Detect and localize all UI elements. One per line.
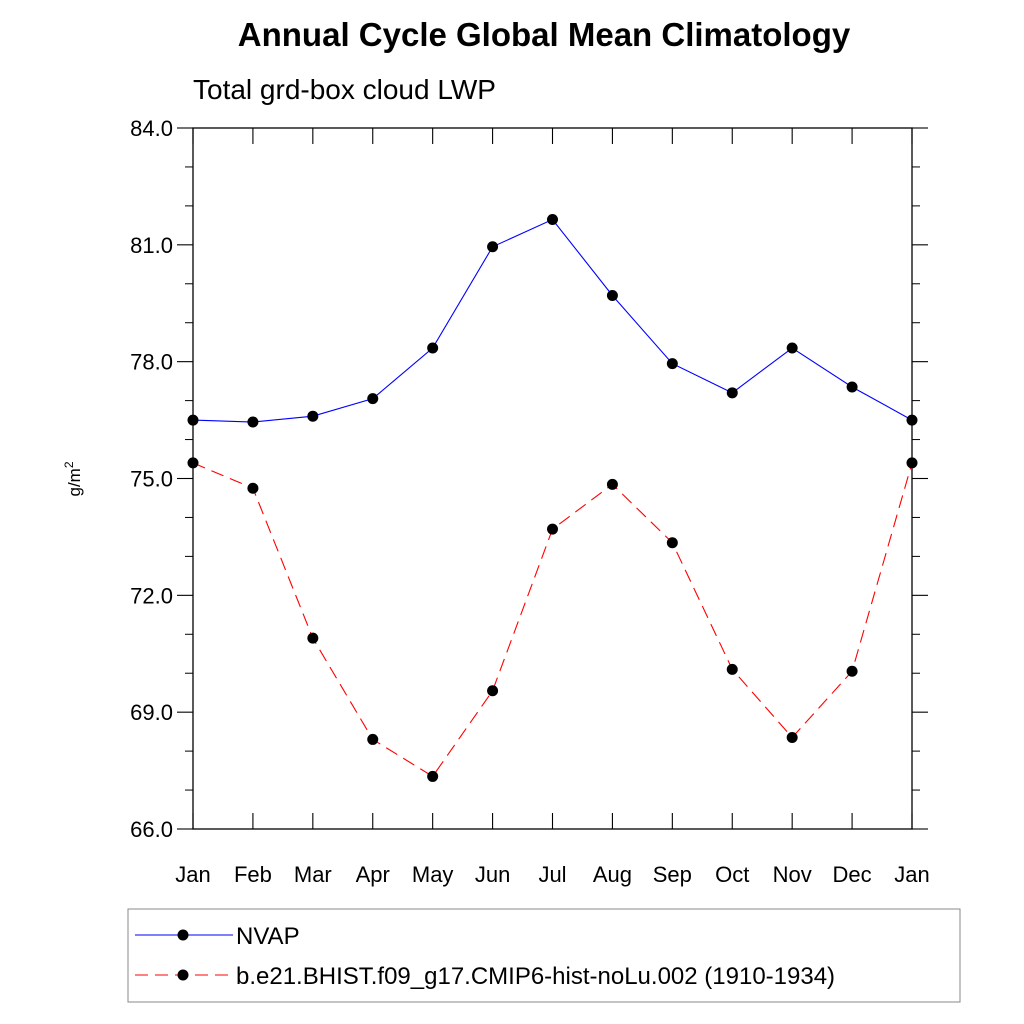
- series-1-point: [367, 393, 379, 405]
- series-2-point: [726, 663, 738, 675]
- series-1-point: [547, 214, 558, 226]
- y-tick-label: 75.0: [130, 467, 173, 492]
- legend-marker-2: [177, 969, 189, 981]
- y-axis-label: g/m2: [62, 461, 84, 496]
- series-2-point: [906, 457, 918, 469]
- legend-marker-1: [177, 929, 189, 941]
- series-2-point: [666, 537, 678, 549]
- x-tick-label: Aug: [593, 862, 632, 887]
- series-1-point: [606, 289, 618, 301]
- x-tick-label: Jan: [894, 862, 929, 887]
- y-tick-label: 69.0: [130, 700, 173, 725]
- series-1-point: [187, 414, 199, 426]
- chart-title: Annual Cycle Global Mean Climatology: [238, 16, 851, 53]
- x-tick-label: Nov: [773, 862, 812, 887]
- legend-box: [127, 908, 961, 1003]
- series-2-point: [367, 733, 379, 745]
- series-1-point: [307, 410, 319, 422]
- series-1-point: [786, 342, 798, 354]
- x-tick-label: Oct: [715, 862, 749, 887]
- x-tick-label: Jul: [538, 862, 566, 887]
- y-tick-label: 72.0: [130, 583, 173, 608]
- x-tick-label: Sep: [653, 862, 692, 887]
- series-2-point: [846, 665, 858, 677]
- legend-label-2: b.e21.BHIST.f09_g17.CMIP6-hist-noLu.002 …: [236, 963, 835, 990]
- series-1-point: [487, 241, 499, 253]
- plot-area: Jan Feb Mar Apr May Jun Jul Aug Sep Oct Nov Dec Jan 8…: [130, 116, 930, 887]
- y-tick-label: 78.0: [130, 350, 173, 375]
- x-tick-label: Apr: [356, 862, 390, 887]
- series-2-point: [247, 482, 259, 494]
- series-2-point: [487, 685, 499, 697]
- series-1-point: [906, 414, 918, 426]
- x-tick-label: Jun: [475, 862, 510, 887]
- y-axis-label-unit: g/m: [65, 468, 84, 496]
- series-2-point: [187, 457, 199, 469]
- y-axis-label-exponent: 2: [62, 461, 76, 468]
- series-1-point: [247, 416, 259, 428]
- series-line-1: [192, 218, 913, 423]
- series-1-point: [726, 387, 738, 399]
- series-line-2: [192, 462, 913, 778]
- series-2-point: [547, 523, 558, 535]
- series-2-point: [427, 770, 439, 782]
- x-tick-label: Jan: [175, 862, 210, 887]
- y-tick-label: 66.0: [130, 817, 173, 842]
- chart-subtitle: Total grd-box cloud LWP: [193, 74, 496, 105]
- series-1-point: [666, 358, 678, 370]
- legend: NVAP b.e21.BHIST.f09_g17.CMIP6-hist-noLu.…: [127, 908, 961, 1003]
- x-tick-label: Feb: [234, 862, 272, 887]
- y-tick-label: 81.0: [130, 233, 173, 258]
- series-2-point: [606, 478, 618, 490]
- series-2-point: [307, 632, 319, 644]
- plot-frame: [192, 127, 913, 830]
- series-2-point: [786, 731, 798, 743]
- series-1-point: [846, 381, 858, 393]
- x-tick-label: May: [412, 862, 454, 887]
- legend-label-1: NVAP: [236, 923, 300, 950]
- x-tick-label: Mar: [294, 862, 332, 887]
- y-tick-label: 84.0: [130, 116, 173, 141]
- x-tick-label: Dec: [833, 862, 872, 887]
- series-1-point: [427, 342, 439, 354]
